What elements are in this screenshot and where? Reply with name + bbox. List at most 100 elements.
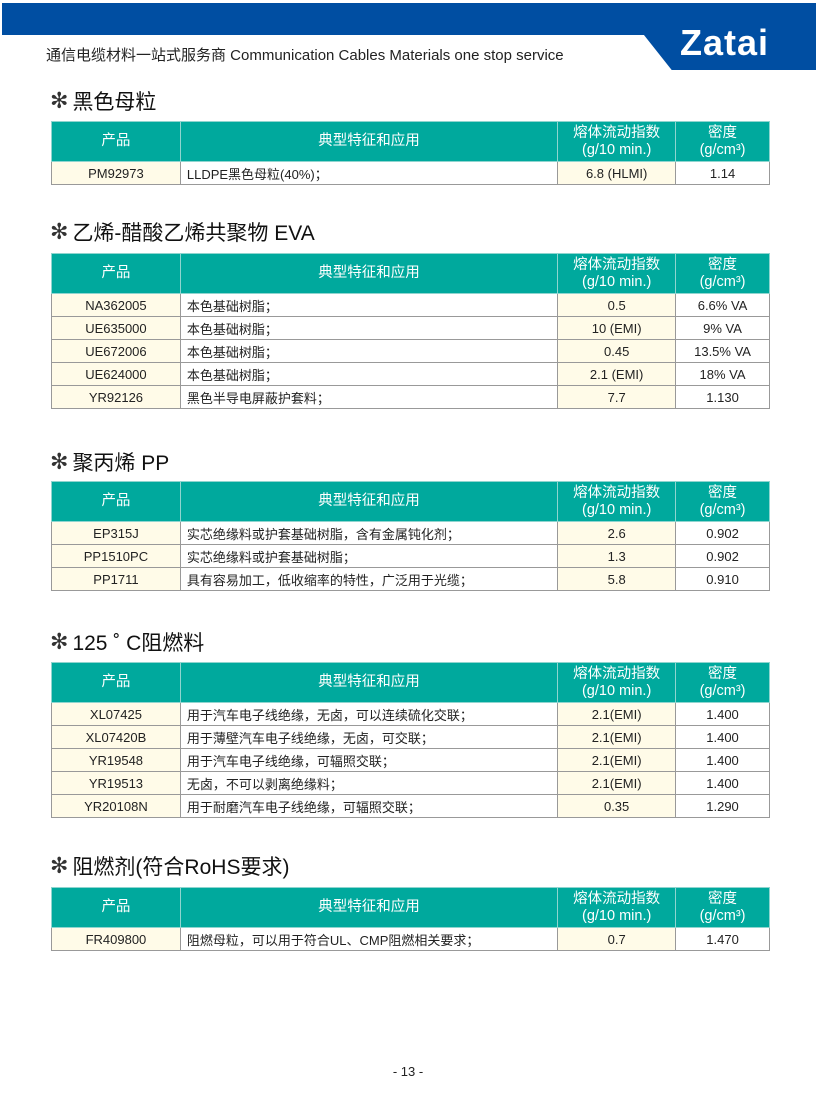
table-row: XL07420B 用于薄壁汽车电子线绝缘，无卤，可交联； 2.1(EMI) 1.400	[51, 725, 770, 749]
table-header: 产品 典型特征和应用 熔体流动指数 (g/10 min.) 密度 (g/cm³)	[51, 121, 770, 162]
section-title-text: 聚丙烯 PP	[72, 452, 170, 475]
col-application: 典型特征和应用	[179, 887, 559, 928]
col-product: 产品	[51, 662, 181, 703]
cell: 2.1(EMI)	[557, 702, 677, 726]
col-mfi: 熔体流动指数 (g/10 min.)	[557, 887, 677, 928]
cell: FR409800	[51, 927, 181, 951]
cell: YR19548	[51, 748, 181, 772]
cell: 本色基础树脂；	[179, 316, 559, 340]
col-mfi: 熔体流动指数 (g/10 min.)	[557, 481, 677, 522]
cell: 0.910	[675, 567, 770, 591]
product-table: 产品 典型特征和应用 熔体流动指数 (g/10 min.) 密度 (g/cm³) NA362…	[51, 253, 770, 409]
cell: UE624000	[51, 362, 181, 386]
cell: 0.902	[675, 521, 770, 545]
col-product: 产品	[51, 253, 181, 294]
col-density: 密度 (g/cm³)	[675, 121, 770, 162]
cell: 0.7	[557, 927, 677, 951]
cell: 2.6	[557, 521, 677, 545]
table-row: UE672006 本色基础树脂； 0.45 13.5% VA	[51, 339, 770, 363]
cell: NA362005	[51, 293, 181, 317]
logo-tab	[640, 30, 816, 70]
product-table: 产品 典型特征和应用 熔体流动指数 (g/10 min.) 密度 (g/cm³) EP315…	[51, 481, 770, 591]
cell: PP1711	[51, 567, 181, 591]
col-application: 典型特征和应用	[179, 121, 559, 162]
cell: PP1510PC	[51, 544, 181, 568]
cell: 10 (EMI)	[557, 316, 677, 340]
table-row: YR19513 无卤，不可以剥离绝缘料； 2.1(EMI) 1.400	[51, 771, 770, 795]
cell: 0.45	[557, 339, 677, 363]
table-row: PP1711 具有容易加工，低收缩率的特性，广泛用于光缆； 5.8 0.910	[51, 567, 770, 591]
table-row: YR19548 用于汽车电子线绝缘，可辐照交联； 2.1(EMI) 1.400	[51, 748, 770, 772]
cell: 用于汽车电子线绝缘，可辐照交联；	[179, 748, 559, 772]
col-product: 产品	[51, 121, 181, 162]
logo: Zatai	[680, 22, 770, 63]
cell: 2.1 (EMI)	[557, 362, 677, 386]
cell: 本色基础树脂；	[179, 362, 559, 386]
table-row: FR409800 阻燃母粒，可以用于符合UL、CMP阻燃相关要求； 0.7 1.470	[51, 927, 770, 951]
table-header: 产品 典型特征和应用 熔体流动指数 (g/10 min.) 密度 (g/cm³)	[51, 662, 770, 703]
asterisk-icon: ✻	[50, 449, 69, 474]
col-product: 产品	[51, 887, 181, 928]
cell: 1.400	[675, 725, 770, 749]
cell: 1.290	[675, 794, 770, 818]
cell: 0.5	[557, 293, 677, 317]
table-row: PP1510PC 实芯绝缘料或护套基础树脂； 1.3 0.902	[51, 544, 770, 568]
cell: YR20108N	[51, 794, 181, 818]
cell: YR19513	[51, 771, 181, 795]
section-title-text: 乙烯-醋酸乙烯共聚物 EVA	[72, 222, 315, 245]
cell: 6.8 (HLMI)	[557, 161, 677, 185]
cell: 13.5% VA	[675, 339, 770, 363]
cell: 黑色半导电屏蔽护套料；	[179, 385, 559, 409]
table-header: 产品 典型特征和应用 熔体流动指数 (g/10 min.) 密度 (g/cm³)	[51, 481, 770, 522]
col-mfi: 熔体流动指数 (g/10 min.)	[557, 121, 677, 162]
asterisk-icon: ✻	[50, 853, 69, 878]
col-mfi: 熔体流动指数 (g/10 min.)	[557, 253, 677, 294]
section-title: ✻ 乙烯-醋酸乙烯共聚物 EVA	[50, 217, 315, 247]
cell: 1.130	[675, 385, 770, 409]
product-table: 产品 典型特征和应用 熔体流动指数 (g/10 min.) 密度 (g/cm³) PM929…	[51, 121, 770, 185]
cell: 1.400	[675, 771, 770, 795]
table-row: XL07425 用于汽车电子线绝缘，无卤，可以连续硫化交联； 2.1(EMI) 1.4…	[51, 702, 770, 726]
col-density: 密度 (g/cm³)	[675, 481, 770, 522]
asterisk-icon: ✻	[50, 88, 69, 113]
cell: 0.35	[557, 794, 677, 818]
cell: 用于耐磨汽车电子线绝缘，可辐照交联；	[179, 794, 559, 818]
col-density: 密度 (g/cm³)	[675, 662, 770, 703]
cell: UE672006	[51, 339, 181, 363]
cell: 5.8	[557, 567, 677, 591]
table-header: 产品 典型特征和应用 熔体流动指数 (g/10 min.) 密度 (g/cm³)	[51, 253, 770, 294]
section-title: ✻ 黑色母粒	[50, 86, 156, 116]
cell: 本色基础树脂；	[179, 293, 559, 317]
col-density: 密度 (g/cm³)	[675, 253, 770, 294]
asterisk-icon: ✻	[50, 219, 69, 244]
table-row: NA362005 本色基础树脂； 0.5 6.6% VA	[51, 293, 770, 317]
cell: 实芯绝缘料或护套基础树脂；	[179, 544, 559, 568]
cell: 无卤，不可以剥离绝缘料；	[179, 771, 559, 795]
asterisk-icon: ✻	[50, 629, 69, 654]
cell: 1.14	[675, 161, 770, 185]
section-title: ✻ 阻燃剂(符合RoHS要求)	[50, 851, 289, 881]
table-row: UE624000 本色基础树脂； 2.1 (EMI) 18% VA	[51, 362, 770, 386]
col-mfi: 熔体流动指数 (g/10 min.)	[557, 662, 677, 703]
page-number: - 13 -	[392, 1064, 424, 1079]
cell: UE635000	[51, 316, 181, 340]
cell: LLDPE黑色母粒(40%)；	[179, 161, 559, 185]
cell: 用于汽车电子线绝缘，无卤，可以连续硫化交联；	[179, 702, 559, 726]
col-application: 典型特征和应用	[179, 481, 559, 522]
cell: 实芯绝缘料或护套基础树脂，含有金属钝化剂；	[179, 521, 559, 545]
cell: YR92126	[51, 385, 181, 409]
cell: 1.470	[675, 927, 770, 951]
table-row: EP315J 实芯绝缘料或护套基础树脂，含有金属钝化剂； 2.6 0.902	[51, 521, 770, 545]
col-density: 密度 (g/cm³)	[675, 887, 770, 928]
cell: PM92973	[51, 161, 181, 185]
product-table: 产品 典型特征和应用 熔体流动指数 (g/10 min.) 密度 (g/cm³) XL074…	[51, 662, 770, 818]
table-row: PM92973 LLDPE黑色母粒(40%)； 6.8 (HLMI) 1.14	[51, 161, 770, 185]
cell: 本色基础树脂；	[179, 339, 559, 363]
cell: 阻燃母粒，可以用于符合UL、CMP阻燃相关要求；	[179, 927, 559, 951]
cell: EP315J	[51, 521, 181, 545]
table-row: YR92126 黑色半导电屏蔽护套料； 7.7 1.130	[51, 385, 770, 409]
section-title-text: 黑色母粒	[72, 91, 157, 114]
col-application: 典型特征和应用	[179, 662, 559, 703]
section-title-text: 125 ˚ C阻燃料	[72, 632, 205, 655]
cell: 2.1(EMI)	[557, 725, 677, 749]
